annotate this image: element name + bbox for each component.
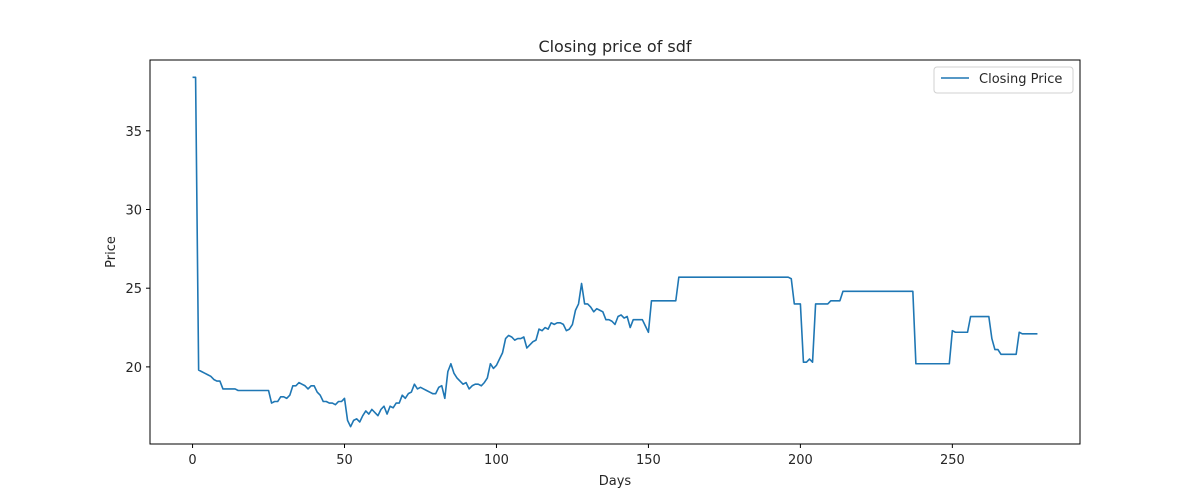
legend-box xyxy=(933,66,1074,94)
x-tick-label: 250 xyxy=(940,453,965,468)
x-tick-label: 200 xyxy=(788,453,813,468)
closing-price-line xyxy=(192,76,1038,428)
y-tick-label: 35 xyxy=(125,125,142,140)
y-axis-label: Price xyxy=(104,236,119,268)
legend: Closing Price xyxy=(933,66,1074,94)
plot-area xyxy=(149,59,1081,445)
x-axis-label: Days xyxy=(599,474,632,489)
y-tick-label: 25 xyxy=(125,282,142,297)
y-tick-label: 30 xyxy=(125,204,142,219)
y-tick-label: 20 xyxy=(125,361,142,376)
x-tick-label: 0 xyxy=(188,453,196,468)
chart-title: Closing price of sdf xyxy=(538,37,691,56)
legend-label: Closing Price xyxy=(979,72,1062,87)
x-axis: 0 50 100 150 200 250 xyxy=(188,444,965,468)
x-tick-label: 50 xyxy=(336,453,353,468)
x-tick-label: 150 xyxy=(636,453,661,468)
y-axis: 20 25 30 35 xyxy=(125,125,150,376)
x-tick-label: 100 xyxy=(484,453,509,468)
